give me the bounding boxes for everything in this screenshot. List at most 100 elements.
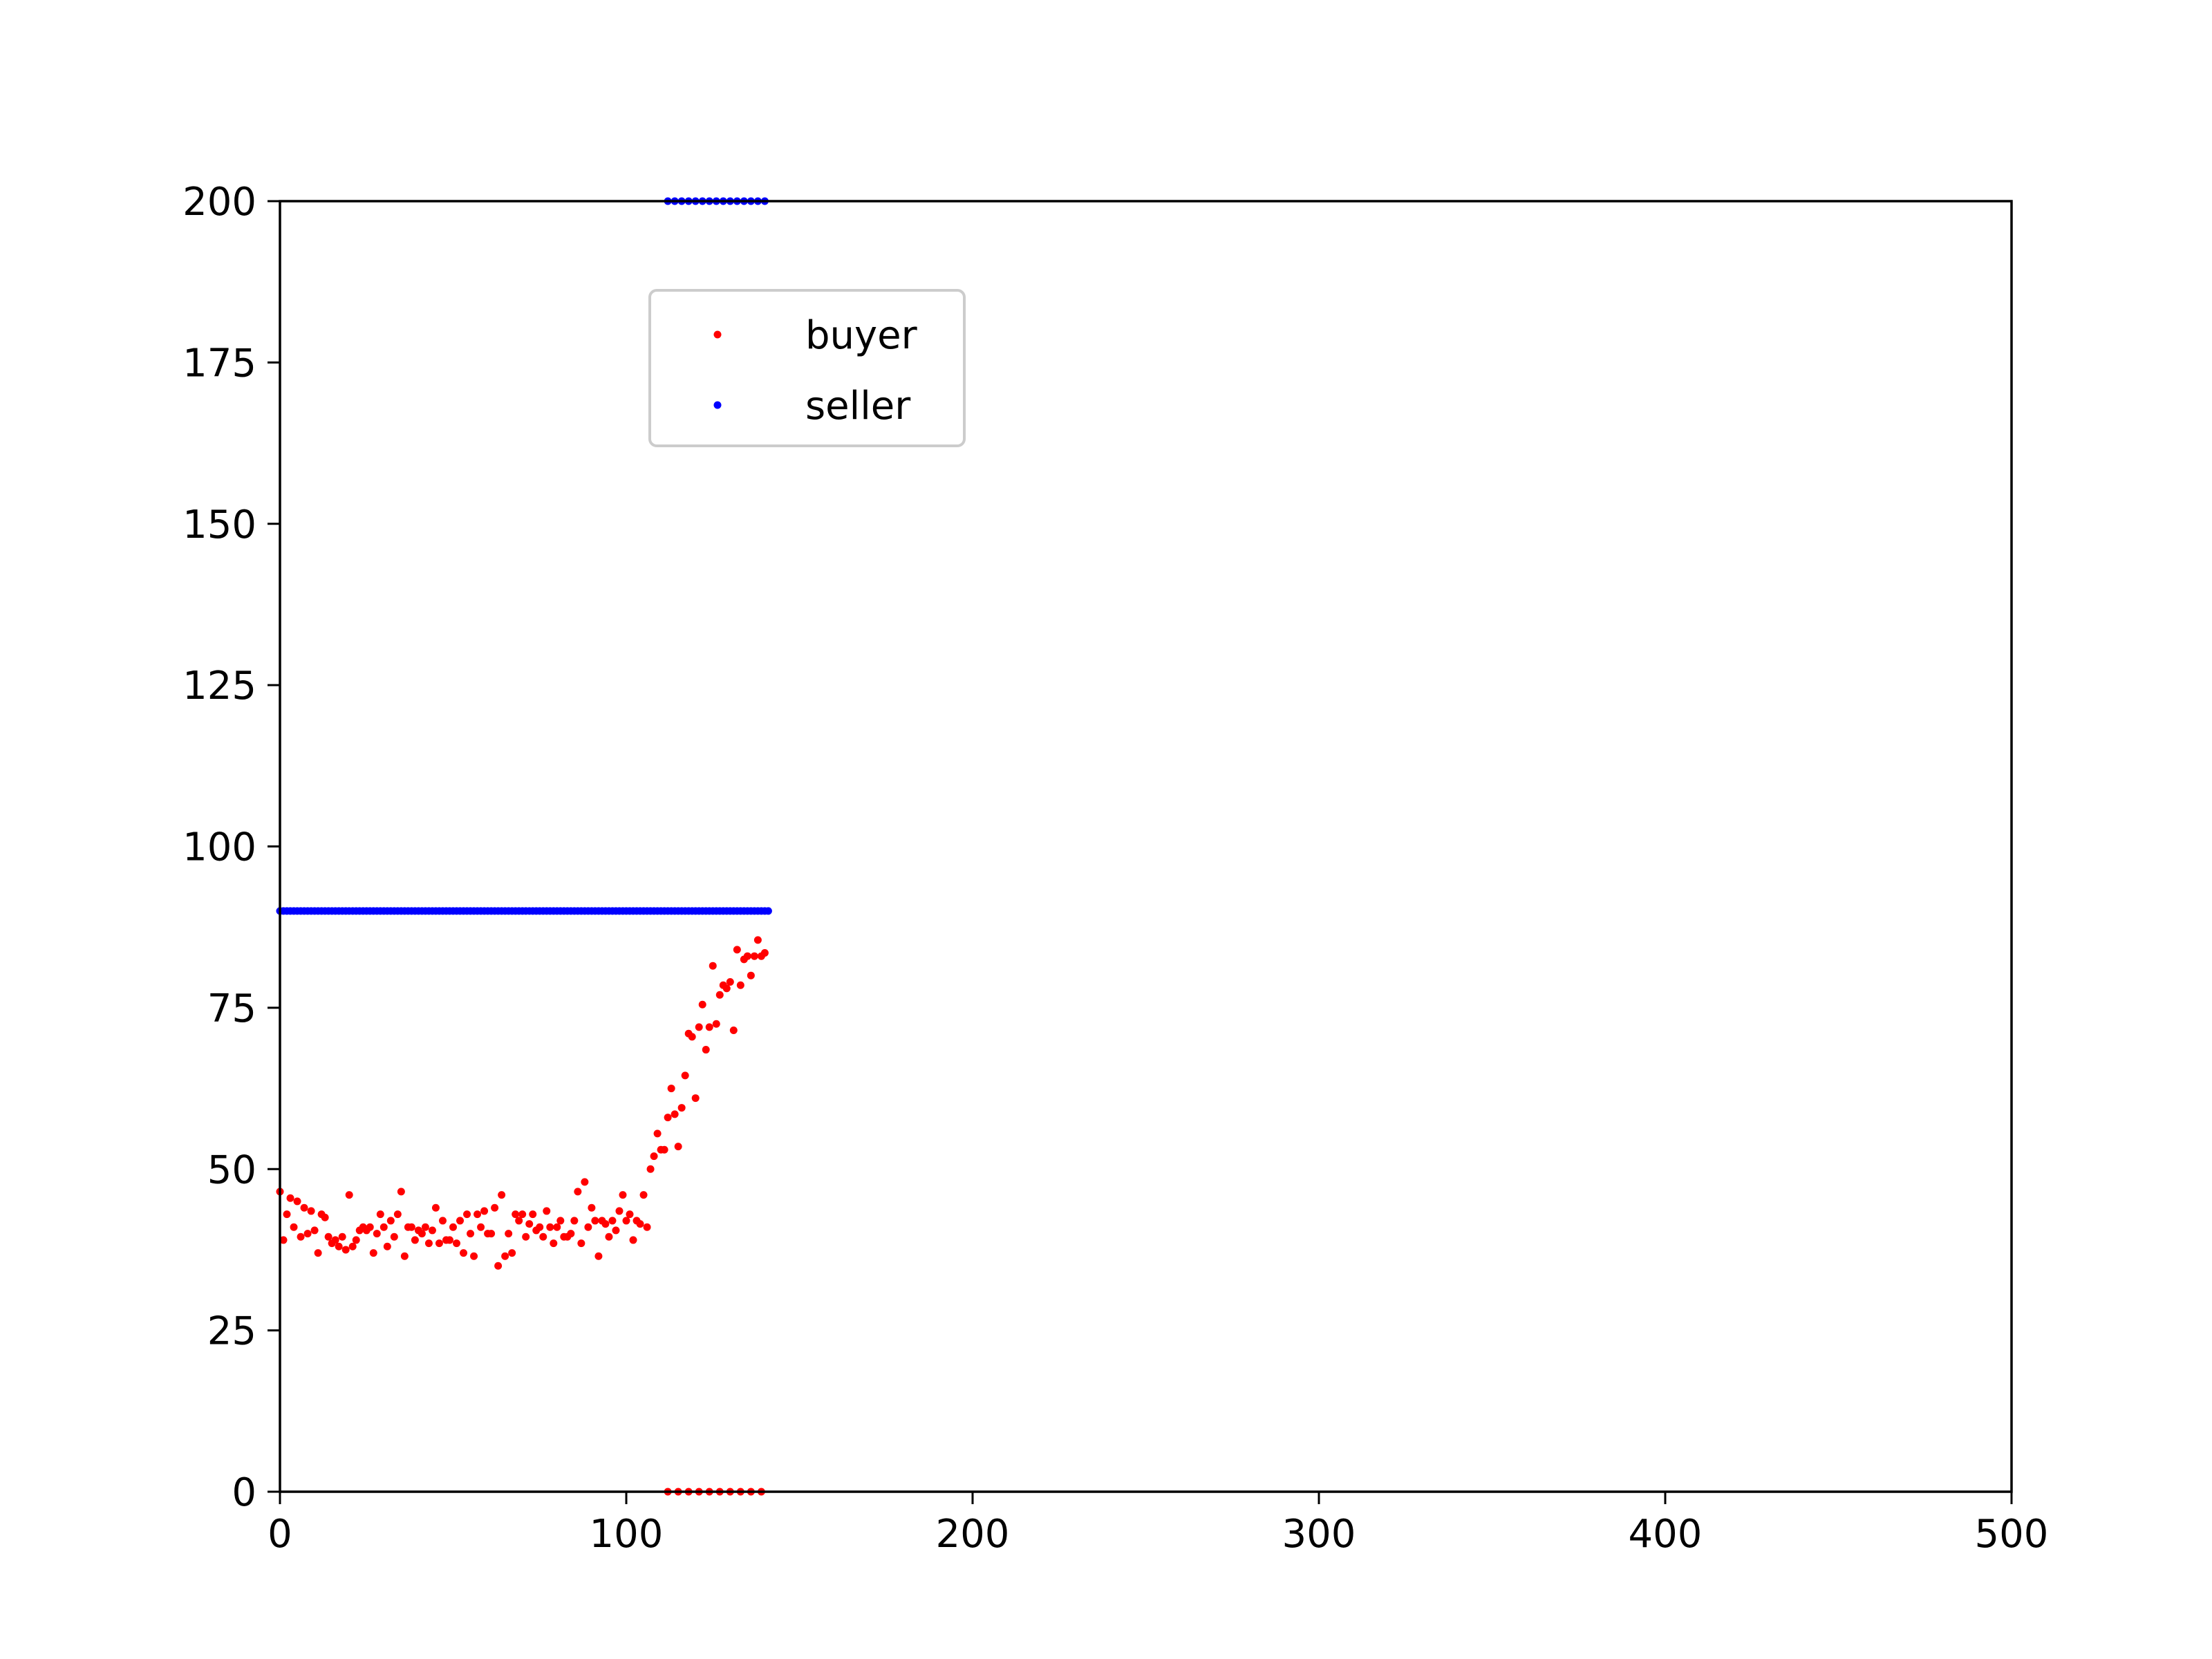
buyer-legend-marker (713, 330, 722, 339)
buyer-point (515, 1217, 523, 1225)
buyer-point (715, 991, 724, 999)
y-tick-label: 25 (207, 1309, 256, 1354)
buyer-point (650, 1152, 658, 1161)
buyer-point (418, 1230, 426, 1238)
buyer-point (615, 1207, 624, 1215)
buyer-point (494, 1262, 503, 1270)
buyer-point (411, 1236, 419, 1244)
buyer-point (733, 946, 741, 954)
y-tick-label: 125 (182, 664, 256, 709)
buyer-point (525, 1220, 534, 1228)
buyer-point (449, 1223, 457, 1231)
buyer-point (480, 1207, 489, 1215)
buyer-point (546, 1223, 554, 1231)
plot-area (276, 197, 772, 1496)
buyer-point (505, 1230, 513, 1238)
buyer-point (677, 1104, 686, 1112)
buyer-point (431, 1203, 440, 1212)
buyer-point (424, 1239, 433, 1248)
buyer-point (553, 1223, 561, 1231)
buyer-point (584, 1223, 592, 1231)
buyer-point (671, 1110, 679, 1118)
y-tick-label: 175 (182, 341, 256, 386)
buyer-point (297, 1232, 305, 1241)
buyer-point (639, 1191, 648, 1199)
buyer-point (501, 1252, 509, 1260)
axes-frame (279, 200, 2013, 1493)
buyer-point (753, 936, 762, 944)
buyer-point (695, 1023, 703, 1031)
buyer-legend-label: buyer (805, 313, 918, 358)
y-tick-label: 200 (182, 180, 256, 225)
buyer-point (588, 1203, 596, 1212)
buyer-point (574, 1188, 582, 1196)
buyer-point (379, 1223, 388, 1231)
buyer-point (664, 1114, 672, 1122)
buyer-point (373, 1230, 381, 1238)
buyer-point (324, 1232, 332, 1241)
buyer-point (702, 1046, 710, 1054)
buyer-point (463, 1210, 471, 1219)
buyer-point (352, 1236, 360, 1244)
seller-legend-label: seller (805, 384, 911, 429)
buyer-point (341, 1246, 350, 1254)
buyer-point (705, 1023, 713, 1031)
buyer-point (508, 1249, 516, 1257)
buyer-point (736, 981, 744, 989)
buyer-point (314, 1249, 322, 1257)
buyer-point (491, 1203, 499, 1212)
buyer-point (636, 1220, 644, 1228)
buyer-point (279, 1236, 288, 1244)
buyer-point (529, 1210, 537, 1219)
buyer-point (667, 1085, 675, 1093)
buyer-point (366, 1223, 374, 1231)
buyer-point (345, 1191, 353, 1199)
buyer-point (487, 1230, 496, 1238)
y-tick-label: 75 (207, 986, 256, 1031)
buyer-point (591, 1217, 599, 1225)
buyer-point (307, 1207, 315, 1215)
buyer-point (283, 1210, 291, 1219)
buyer-point (570, 1217, 579, 1225)
buyer-point (456, 1217, 465, 1225)
buyer-point (643, 1223, 651, 1231)
buyer-point (543, 1207, 551, 1215)
buyer-point (629, 1236, 637, 1244)
buyer-point (376, 1210, 384, 1219)
x-tick-label: 500 (1975, 1512, 2049, 1557)
buyer-point (421, 1223, 429, 1231)
buyer-point (393, 1210, 402, 1219)
x-tick-label: 200 (936, 1512, 1010, 1557)
buyer-point (747, 971, 755, 980)
buyer-point (290, 1223, 298, 1231)
buyer-point (435, 1239, 443, 1248)
buyer-point (688, 1033, 696, 1041)
buyer-point (438, 1217, 447, 1225)
buyer-point (743, 952, 751, 960)
buyer-point (750, 952, 758, 960)
buyer-point (512, 1210, 520, 1219)
buyer-point (622, 1217, 630, 1225)
buyer-point (646, 1165, 655, 1173)
x-tick-label: 400 (1629, 1512, 1703, 1557)
legend: buyer seller (648, 289, 966, 447)
buyer-point (691, 1094, 700, 1103)
buyer-point (619, 1191, 627, 1199)
buyer-point (286, 1194, 294, 1202)
buyer-point (608, 1217, 617, 1225)
buyer-point (474, 1210, 482, 1219)
buyer-point (321, 1213, 329, 1221)
buyer-point (601, 1220, 610, 1228)
buyer-point (567, 1230, 575, 1238)
buyer-point (331, 1236, 339, 1244)
buyer-point (536, 1223, 544, 1231)
buyer-point (300, 1203, 308, 1212)
x-tick-label: 0 (268, 1512, 292, 1557)
buyer-point (470, 1252, 478, 1260)
seller-legend-marker (713, 401, 722, 409)
buyer-point (550, 1239, 558, 1248)
y-tick-label: 100 (182, 825, 256, 870)
buyer-point (428, 1226, 436, 1235)
